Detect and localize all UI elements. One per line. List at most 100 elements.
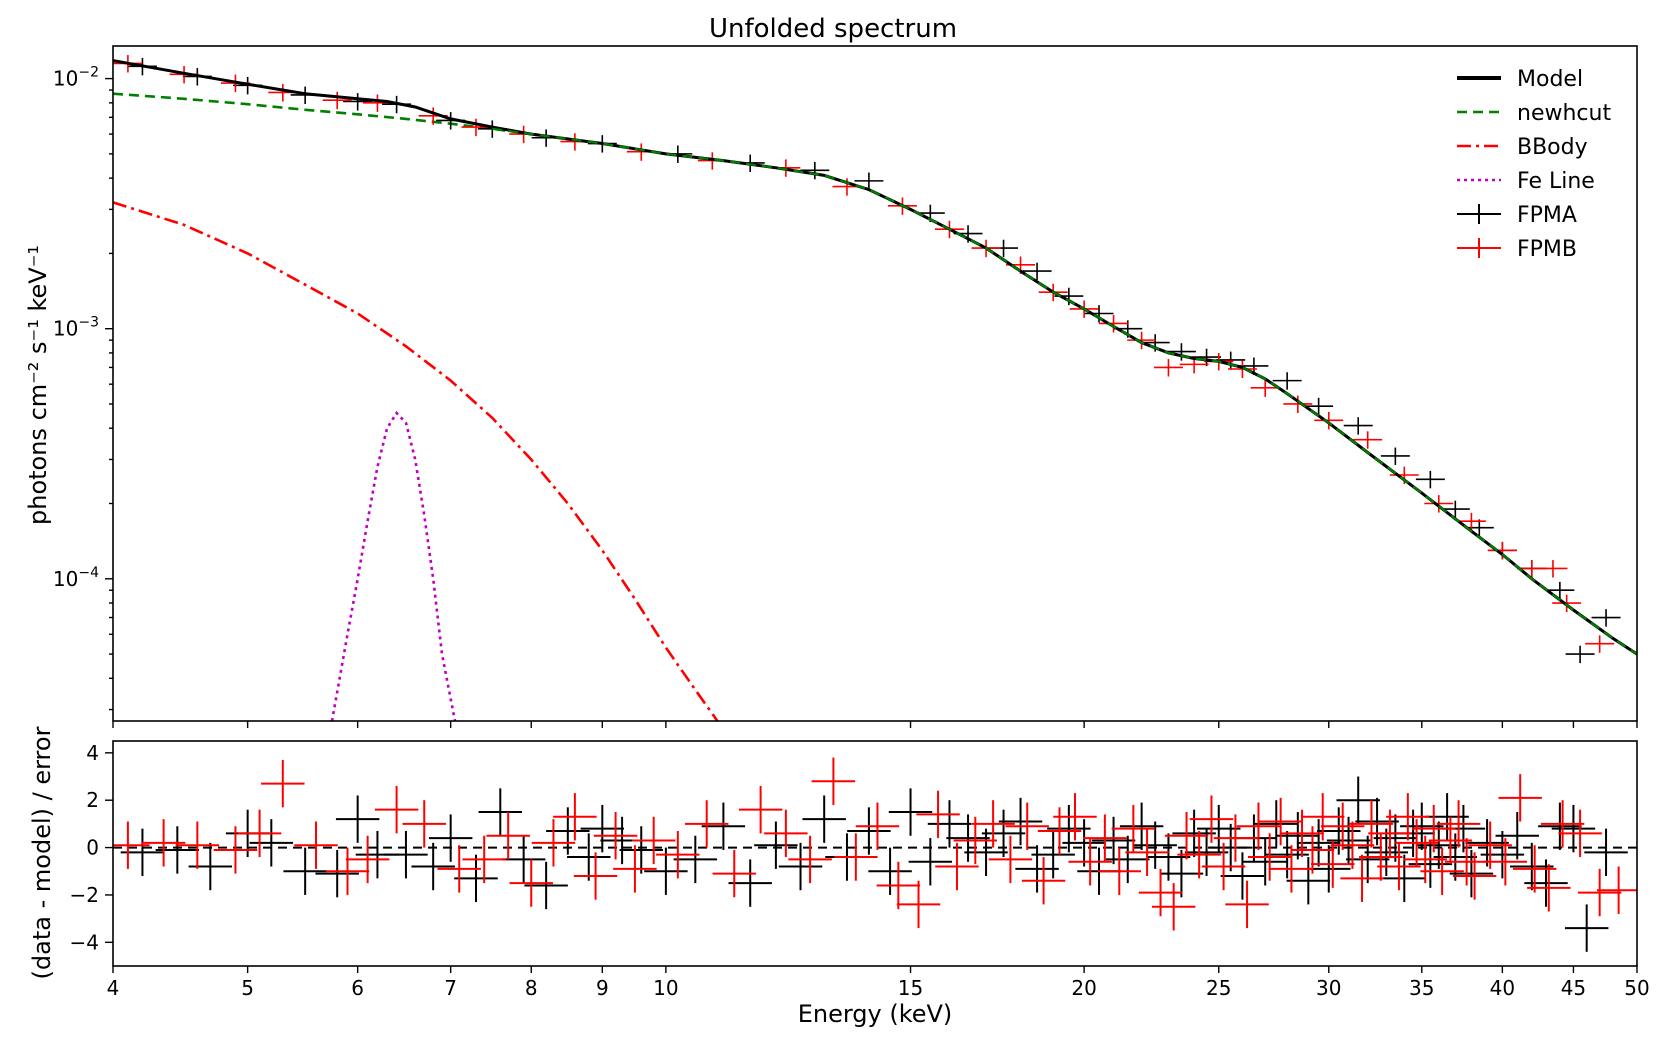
residual-point-fpma <box>1172 809 1216 858</box>
residual-y-tick-label: 4 <box>86 741 99 765</box>
residual-point-fpmb <box>935 842 979 891</box>
residual-point-fpma <box>1159 849 1204 898</box>
data-point-fpma <box>1022 262 1052 281</box>
residual-point-fpma <box>1286 857 1331 905</box>
residual-point-fpmb <box>1151 883 1196 931</box>
residual-point-fpma <box>1031 831 1075 879</box>
data-point-fpmb <box>1314 412 1344 430</box>
x-tick-label: 6 <box>351 976 364 1000</box>
residual-point-fpmb <box>1021 857 1066 905</box>
data-point-fpma <box>854 172 884 190</box>
residual-point-fpmb <box>1097 847 1142 895</box>
data-point-fpmb <box>1487 541 1517 560</box>
residual-point-fpmb <box>916 790 960 839</box>
residual-point-fpmb <box>1420 847 1464 895</box>
residual-point-fpmb <box>1377 842 1421 891</box>
residual-point-fpmb <box>573 852 618 900</box>
legend-entry-fpmb: FPMB <box>1457 237 1577 262</box>
series-line-newhcut-overlay <box>492 127 1637 656</box>
residual-point-fpmb <box>261 759 305 808</box>
residual-point-fpmb <box>971 800 1015 848</box>
residual-point-fpmb <box>811 757 856 805</box>
data-point-fpma <box>1545 581 1575 600</box>
residual-point-fpmb <box>462 835 506 884</box>
x-tick-label: 25 <box>1206 976 1231 1000</box>
residual-point-fpmb <box>1386 793 1430 841</box>
residual-point-fpmb <box>896 880 941 929</box>
data-point-fpmb <box>1424 495 1454 513</box>
residual-point-fpmb <box>988 835 1033 884</box>
residual-point-fpmb <box>1083 814 1127 862</box>
residual-point-fpmb <box>1577 868 1622 917</box>
residuals-panel: 420−2−4 4 5 6 7 8 9 10 15 20 25 30 35 40 45 50 (data -… <box>28 726 1650 1028</box>
series-line-model <box>113 59 1637 656</box>
residual-point-fpma <box>868 847 912 895</box>
y-tick-label: 10−3 <box>53 315 99 341</box>
legend-label: BBody <box>1517 135 1588 160</box>
residual-point-fpmb <box>1444 838 1489 886</box>
residual-point-fpmb <box>1320 802 1365 850</box>
residual-point-fpma <box>283 847 327 895</box>
residual-point-fpmb <box>656 831 700 879</box>
residual-point-fpma <box>315 849 359 898</box>
residual-point-fpma <box>1449 849 1494 898</box>
x-axis-label: Energy (keV) <box>798 1000 953 1028</box>
x-tick-label: 45 <box>1561 976 1586 1000</box>
residual-point-fpma <box>188 842 233 891</box>
residual-point-fpma <box>1495 812 1539 860</box>
residual-point-fpma <box>1208 823 1253 872</box>
series-line-bbody <box>113 201 720 721</box>
residual-point-fpmb <box>1125 828 1169 876</box>
data-point-fpma <box>1343 417 1373 435</box>
y-tick-label: 10−4 <box>53 565 99 591</box>
residual-point-fpma <box>1364 828 1409 876</box>
x-tick-label: 30 <box>1316 976 1341 1000</box>
residual-point-fpma <box>1254 800 1298 848</box>
residual-point-fpmb <box>1247 833 1292 881</box>
residual-point-fpma <box>1243 838 1287 886</box>
chart-title: Unfolded spectrum <box>709 14 957 44</box>
residual-point-fpmb <box>1300 793 1345 841</box>
residual-point-fpma <box>754 821 798 869</box>
residual-point-fpmb <box>1527 864 1571 912</box>
data-point-fpmb <box>322 91 352 110</box>
residual-point-fpmb <box>1269 845 1314 893</box>
residual-point-fpma <box>478 788 523 836</box>
residual-point-fpmb <box>486 812 530 860</box>
residual-point-fpma <box>1538 802 1582 850</box>
residual-point-fpmb <box>1596 866 1637 914</box>
residual-point-fpmb <box>1236 802 1281 850</box>
x-tick-label: 50 <box>1624 976 1649 1000</box>
legend-entry-fpma: FPMA <box>1457 203 1577 228</box>
residual-point-fpma <box>1106 835 1150 884</box>
data-point-fpmb <box>1250 379 1280 397</box>
y-tick-label: 10−2 <box>53 65 99 91</box>
data-point-fpmb <box>1153 359 1183 377</box>
residual-y-tick-label: −2 <box>70 883 99 907</box>
residual-point-fpmb <box>834 833 878 881</box>
residual-point-fpmb <box>1349 800 1394 848</box>
residual-point-fpma <box>728 859 772 907</box>
residuals-y-axis-label: (data - model) / error <box>28 726 56 979</box>
data-point-fpmb <box>1538 560 1568 578</box>
data-point-fpmb <box>1456 512 1486 531</box>
residual-point-fpma <box>1326 816 1371 865</box>
residual-point-fpma <box>580 804 625 853</box>
residual-point-fpma <box>384 831 428 879</box>
data-point-fpmb <box>1353 431 1383 449</box>
residual-point-fpma <box>411 842 455 891</box>
legend-label: Fe Line <box>1517 169 1595 194</box>
residual-point-fpma <box>908 838 953 886</box>
residual-y-tick-label: −4 <box>70 930 99 954</box>
residual-point-fpmb <box>712 849 756 898</box>
x-tick-label: 5 <box>241 976 254 1000</box>
residual-point-fpma <box>428 814 473 862</box>
x-tick-label: 7 <box>444 976 457 1000</box>
residual-point-fpma <box>454 854 498 903</box>
residual-point-fpmb <box>1037 807 1082 855</box>
data-point-fpma <box>1380 447 1410 465</box>
spectrum-panel: Unfolded spectrum 10−2 10−3 10−4 photons c… <box>24 14 1638 728</box>
residual-point-fpma <box>802 795 846 843</box>
residual-point-fpma <box>1119 802 1164 850</box>
residual-point-fpmb <box>553 793 597 841</box>
